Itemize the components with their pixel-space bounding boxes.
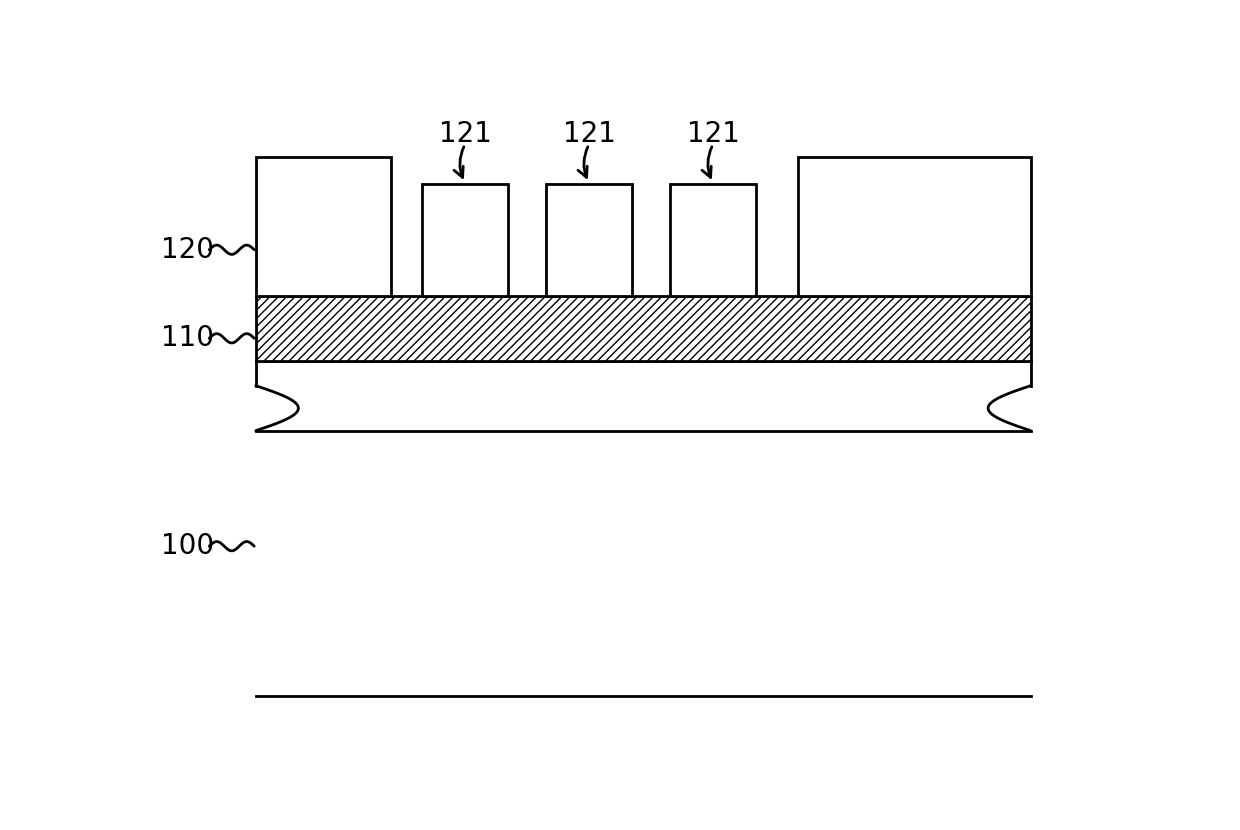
Text: 121: 121 xyxy=(439,120,491,149)
Bar xyxy=(671,184,755,296)
Text: 110: 110 xyxy=(161,325,215,352)
Bar xyxy=(255,361,1032,704)
Bar xyxy=(547,184,631,296)
Bar xyxy=(423,184,507,296)
Bar xyxy=(255,296,1030,361)
Bar xyxy=(799,158,1030,296)
Bar xyxy=(255,158,392,296)
Text: 100: 100 xyxy=(161,532,215,560)
Bar xyxy=(257,362,1030,696)
Text: 121: 121 xyxy=(563,120,615,149)
Text: 121: 121 xyxy=(687,120,739,149)
Text: 120: 120 xyxy=(161,236,215,264)
